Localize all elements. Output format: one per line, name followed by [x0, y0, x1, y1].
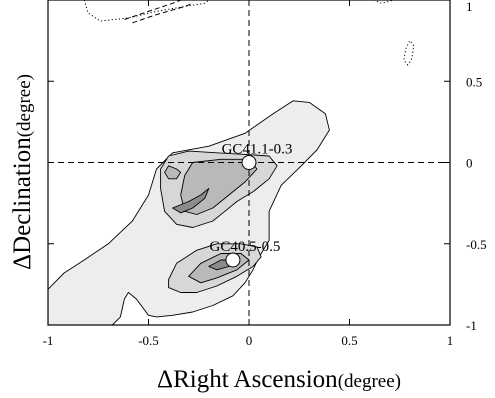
negative-contour-dashed-1 — [124, 0, 181, 20]
y-tick-label: 1 — [466, 0, 473, 14]
contour-level-4-region-1 — [172, 188, 210, 214]
y-tick-label: -1 — [466, 318, 477, 333]
y-tick-label: 0.5 — [466, 74, 482, 89]
source-markers: GC41.1-0.3 GC40.5-0.5 — [209, 142, 292, 268]
x-tick-label: 0.5 — [341, 333, 357, 348]
source-marker-2 — [225, 252, 241, 268]
source-label-2: GC40.5-0.5 — [209, 239, 280, 255]
x-tick-label: -0.5 — [138, 333, 159, 348]
x-axis-unit: (degree) — [338, 371, 401, 392]
x-tick-label: -1 — [43, 333, 54, 348]
y-tick-label: -0.5 — [466, 237, 487, 252]
y-tick-label: 0 — [466, 156, 473, 171]
negative-contour-dashed-2 — [132, 2, 193, 24]
x-axis-title: ΔRight Ascension(degree) — [157, 366, 401, 393]
y-axis-title: ΔDeclination(degree) — [9, 74, 36, 270]
axis-ticks: -1 -0.5 0 0.5 1 1 0.5 0 -0.5 -1 — [43, 0, 487, 348]
y-axis-label: ΔDeclination — [9, 137, 36, 270]
y-axis-unit: (degree) — [14, 74, 35, 137]
x-tick-label: 0 — [246, 333, 253, 348]
contour-level-3-region-3 — [164, 165, 182, 180]
x-tick-label: 1 — [447, 333, 454, 348]
source-label-1: GC41.1-0.3 — [222, 142, 293, 158]
x-axis-label: ΔRight Ascension — [157, 366, 338, 393]
source-marker-1 — [241, 155, 257, 170]
